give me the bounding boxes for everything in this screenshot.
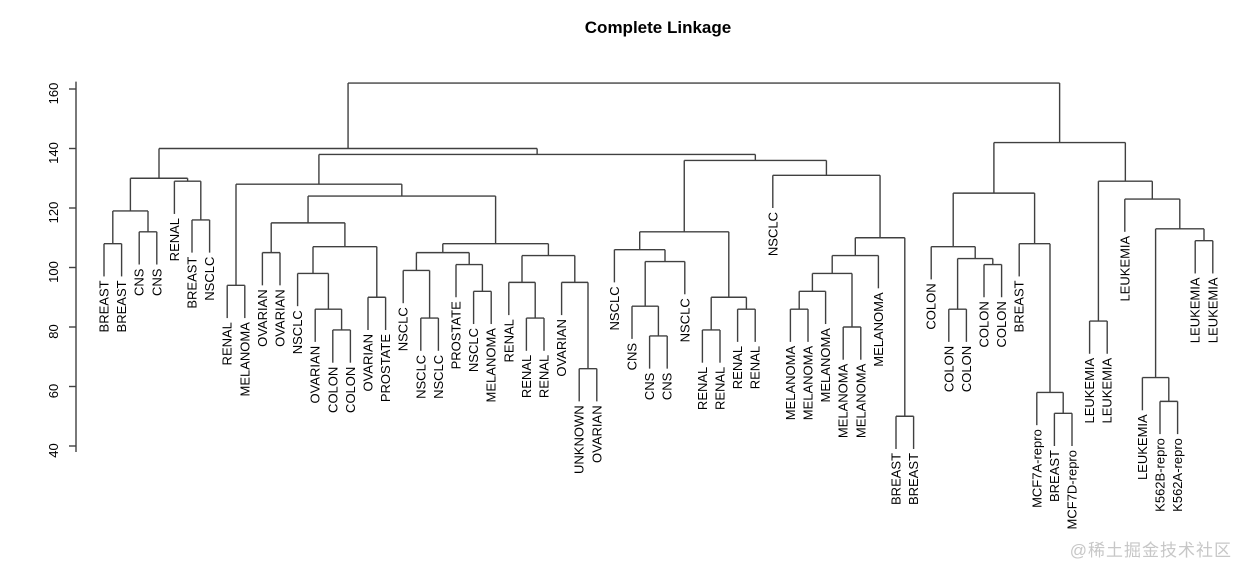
leaf-label: NSCLC <box>765 212 780 256</box>
leaf-label: LEUKEMIA <box>1188 277 1203 343</box>
leaf-label: MELANOMA <box>853 363 868 438</box>
leaf-label: COLON <box>343 367 358 413</box>
leaf-label: NSCLC <box>431 355 446 399</box>
leaf-label: CNS <box>132 268 147 296</box>
leaf-label: OVARIAN <box>361 334 376 392</box>
leaf-label: RENAL <box>537 355 552 398</box>
leaf-label: MELANOMA <box>801 346 816 421</box>
leaf-label: LEUKEMIA <box>1082 357 1097 423</box>
leaf-label: RENAL <box>167 218 182 261</box>
leaf-label: COLON <box>941 346 956 392</box>
leaf-label: MELANOMA <box>237 322 252 397</box>
leaf-label: CNS <box>625 343 640 371</box>
leaf-label: NSCLC <box>290 310 305 354</box>
leaf-label: NSCLC <box>466 328 481 372</box>
leaf-label: RENAL <box>730 346 745 389</box>
y-tick-label: 60 <box>46 384 61 398</box>
leaf-label: CNS <box>660 372 675 400</box>
leaf-label: MELANOMA <box>484 328 499 403</box>
leaf-label: LEUKEMIA <box>1135 414 1150 480</box>
leaf-label: UNKNOWN <box>572 405 587 474</box>
leaf-label: NSCLC <box>607 286 622 330</box>
leaf-label: OVARIAN <box>255 289 270 347</box>
watermark: @稀土掘金技术社区 <box>1069 541 1232 560</box>
leaf-label: K562B-repro <box>1153 438 1168 512</box>
leaf-label: BREAST <box>1047 450 1062 502</box>
leaf-label: NSCLC <box>677 298 692 342</box>
leaf-label: RENAL <box>519 355 534 398</box>
leaf-label: MCF7A-repro <box>1029 429 1044 508</box>
leaf-label: COLON <box>959 346 974 392</box>
leaf-label: BREAST <box>906 453 921 505</box>
leaf-label: MCF7D-repro <box>1065 450 1080 529</box>
y-tick-label: 120 <box>46 202 61 224</box>
leaf-label: OVARIAN <box>273 289 288 347</box>
y-tick-label: 140 <box>46 142 61 164</box>
leaf-label: CNS <box>642 372 657 400</box>
leaf-label: BREAST <box>889 453 904 505</box>
leaf-label: NSCLC <box>396 307 411 351</box>
leaf-label: BREAST <box>1012 280 1027 332</box>
leaf-label: NSCLC <box>413 355 428 399</box>
leaf-label: OVARIAN <box>554 319 569 377</box>
y-tick-label: 80 <box>46 324 61 338</box>
leaf-label: RENAL <box>220 322 235 365</box>
leaf-label: OVARIAN <box>308 346 323 404</box>
leaf-label: LEUKEMIA <box>1205 277 1220 343</box>
leaf-label: NSCLC <box>202 257 217 301</box>
y-tick-label: 40 <box>46 443 61 457</box>
leaf-label: LEUKEMIA <box>1117 235 1132 301</box>
leaf-label: LEUKEMIA <box>1100 357 1115 423</box>
chart-title: Complete Linkage <box>0 18 1240 38</box>
leaf-label: K562A-repro <box>1170 438 1185 512</box>
leaf-label: CNS <box>149 268 164 296</box>
leaf-label: MELANOMA <box>818 328 833 403</box>
leaf-label: COLON <box>994 301 1009 347</box>
leaf-label: PROSTATE <box>449 301 464 369</box>
leaf-label: RENAL <box>713 367 728 410</box>
chart-title-text: Complete Linkage <box>584 18 732 37</box>
leaf-label: COLON <box>325 367 340 413</box>
leaf-label: OVARIAN <box>589 405 604 463</box>
leaf-label: COLON <box>977 301 992 347</box>
y-tick-label: 100 <box>46 261 61 283</box>
y-tick-label: 160 <box>46 83 61 105</box>
leaf-label: COLON <box>924 283 939 329</box>
leaf-label: RENAL <box>501 319 516 362</box>
leaf-label: BREAST <box>185 257 200 309</box>
leaf-label: MELANOMA <box>783 346 798 421</box>
leaf-label: BREAST <box>114 280 129 332</box>
leaf-label: BREAST <box>97 280 112 332</box>
leaf-label: PROSTATE <box>378 334 393 402</box>
leaf-label: RENAL <box>695 367 710 410</box>
leaf-label: MELANOMA <box>871 292 886 367</box>
leaf-label: MELANOMA <box>836 363 851 438</box>
leaf-label: RENAL <box>748 346 763 389</box>
